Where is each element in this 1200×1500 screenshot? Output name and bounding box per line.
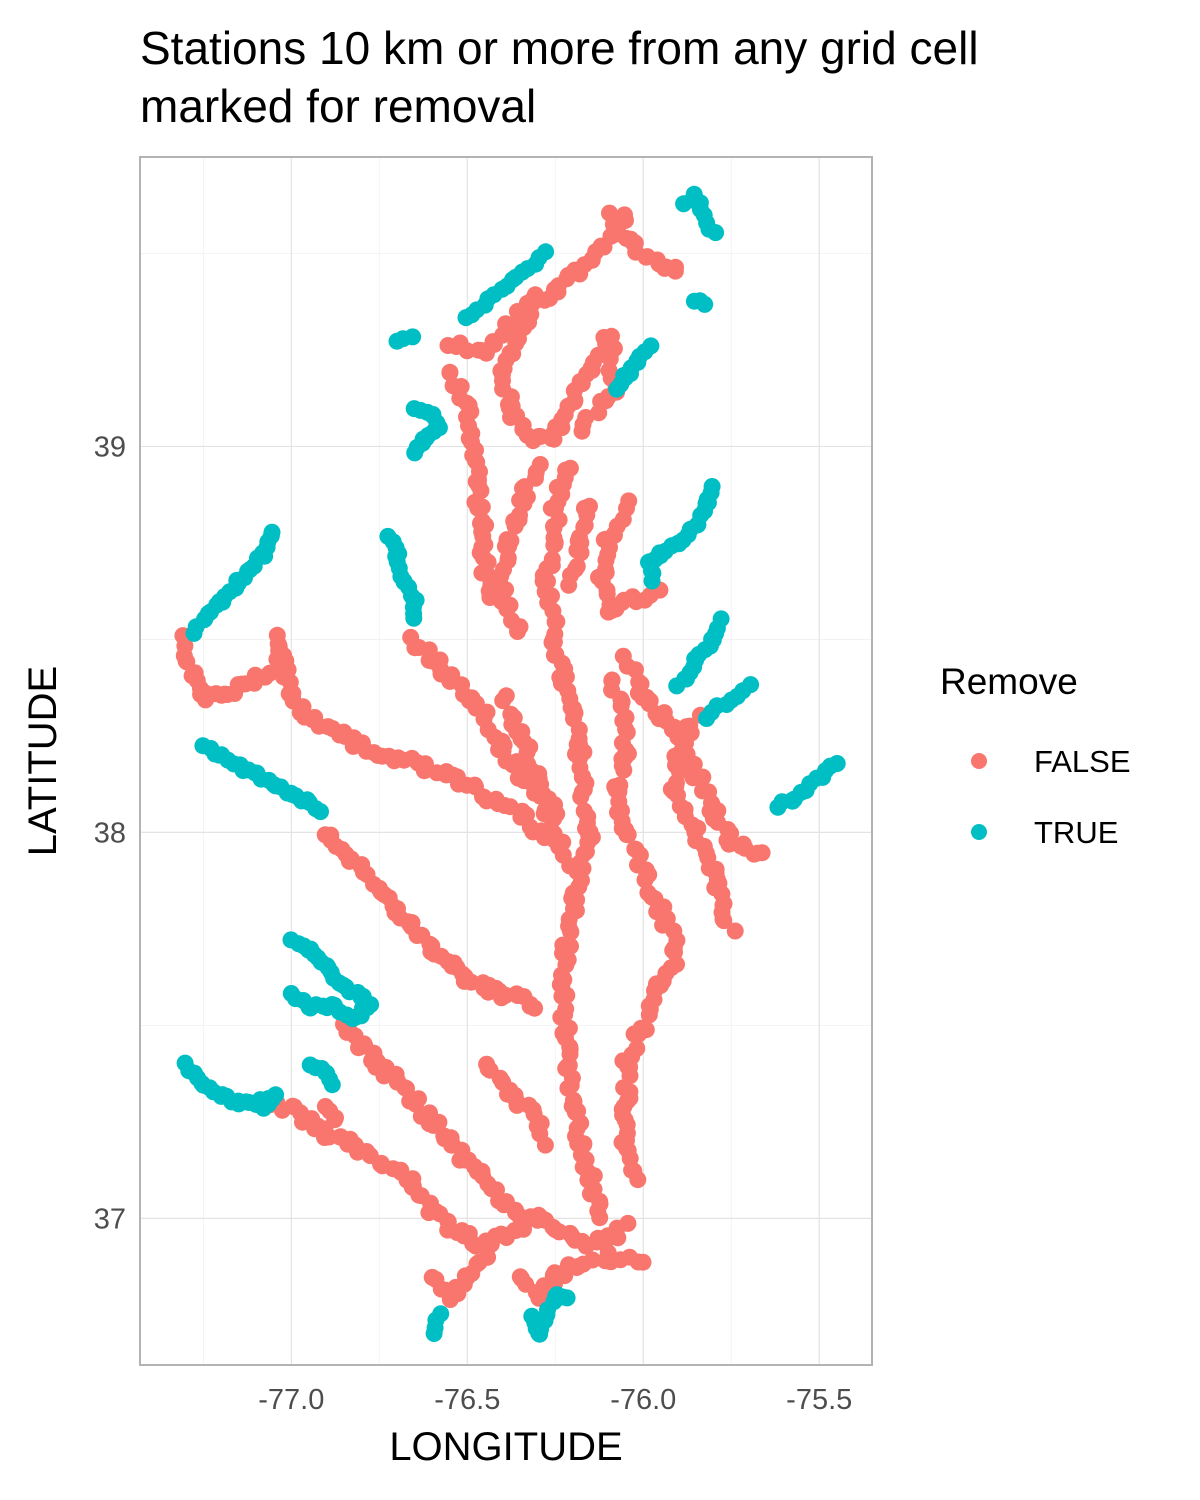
data-point <box>666 262 684 280</box>
data-point <box>403 749 421 767</box>
data-point <box>261 664 279 682</box>
x-tick-label: -75.5 <box>786 1384 852 1416</box>
data-point <box>326 1111 344 1129</box>
data-point <box>590 404 608 422</box>
data-point <box>406 444 424 462</box>
legend-label-false: FALSE <box>1034 744 1131 779</box>
x-axis-title: LONGITUDE <box>389 1425 622 1469</box>
data-point <box>698 710 716 727</box>
data-point <box>629 1171 647 1189</box>
data-point <box>694 768 712 786</box>
data-point <box>404 328 422 346</box>
legend-key-true <box>971 824 987 840</box>
x-tick-label: -76.5 <box>434 1384 500 1416</box>
data-point <box>430 1113 448 1131</box>
data-point <box>634 1253 652 1271</box>
data-point <box>625 1025 643 1043</box>
chart-title-line-1: Stations 10 km or more from any grid cel… <box>140 22 979 74</box>
data-point <box>323 1076 341 1094</box>
data-point <box>707 224 725 242</box>
data-point <box>536 1136 554 1154</box>
y-tick-label: 37 <box>94 1203 126 1235</box>
tick-labels: -77.0 -76.5 -76.0 -75.5 37 38 39 <box>94 431 853 1416</box>
data-point <box>545 536 563 554</box>
data-point <box>715 912 733 930</box>
data-point <box>509 623 526 640</box>
data-point <box>769 798 787 816</box>
data-point <box>584 1251 601 1269</box>
data-point <box>573 422 591 440</box>
x-tick-label: -77.0 <box>258 1384 324 1416</box>
y-tick-label: 39 <box>94 431 126 463</box>
data-point <box>664 941 682 959</box>
data-point <box>177 652 195 670</box>
grid <box>140 157 872 1365</box>
data-points <box>174 185 846 1343</box>
data-point <box>640 1006 658 1024</box>
data-point <box>753 844 771 862</box>
legend: Remove FALSE TRUE <box>940 661 1131 850</box>
data-point <box>726 922 744 940</box>
data-point <box>537 243 555 261</box>
data-point <box>572 544 590 562</box>
series-true <box>176 185 846 1343</box>
data-point <box>507 1221 525 1239</box>
data-point <box>463 433 480 451</box>
data-point <box>474 549 492 567</box>
data-point <box>636 871 654 889</box>
data-point <box>608 380 626 398</box>
data-point <box>423 1268 441 1286</box>
data-point <box>494 692 512 710</box>
data-point <box>441 363 459 381</box>
data-point <box>643 572 661 590</box>
data-point <box>548 805 566 823</box>
data-point <box>591 1209 609 1227</box>
data-point <box>545 633 563 651</box>
data-point <box>696 295 714 313</box>
data-point <box>689 819 707 837</box>
legend-title: Remove <box>940 661 1078 702</box>
data-point <box>558 1289 576 1307</box>
data-point <box>469 499 487 517</box>
data-point <box>615 761 633 779</box>
data-point <box>561 857 579 875</box>
y-tick-label: 38 <box>94 817 126 849</box>
data-point <box>668 677 686 695</box>
series-false <box>174 204 771 1308</box>
y-axis-title: LATITUDE <box>21 666 65 856</box>
legend-label-true: TRUE <box>1034 815 1118 850</box>
data-point <box>548 613 566 631</box>
data-point <box>526 999 544 1017</box>
data-point <box>560 576 578 594</box>
data-point <box>585 1167 603 1185</box>
data-point <box>479 1248 497 1266</box>
data-point <box>553 987 571 1005</box>
data-point <box>561 922 579 940</box>
data-point <box>282 985 300 1002</box>
plot-panel-border <box>139 156 873 1366</box>
data-point <box>619 1214 637 1232</box>
data-point <box>425 1325 443 1342</box>
data-point <box>439 337 457 354</box>
data-point <box>312 803 329 821</box>
data-point <box>185 624 203 642</box>
data-point <box>590 568 607 586</box>
chart-title-line-2: marked for removal <box>140 80 536 132</box>
data-point <box>255 1099 273 1117</box>
data-point <box>619 826 637 844</box>
data-point <box>506 517 524 535</box>
data-point <box>508 1096 526 1114</box>
data-point <box>536 829 553 847</box>
data-point <box>572 788 590 806</box>
data-point <box>415 762 433 780</box>
x-tick-label: -76.0 <box>610 1384 676 1416</box>
data-point <box>405 609 423 627</box>
legend-key-false <box>971 753 987 769</box>
